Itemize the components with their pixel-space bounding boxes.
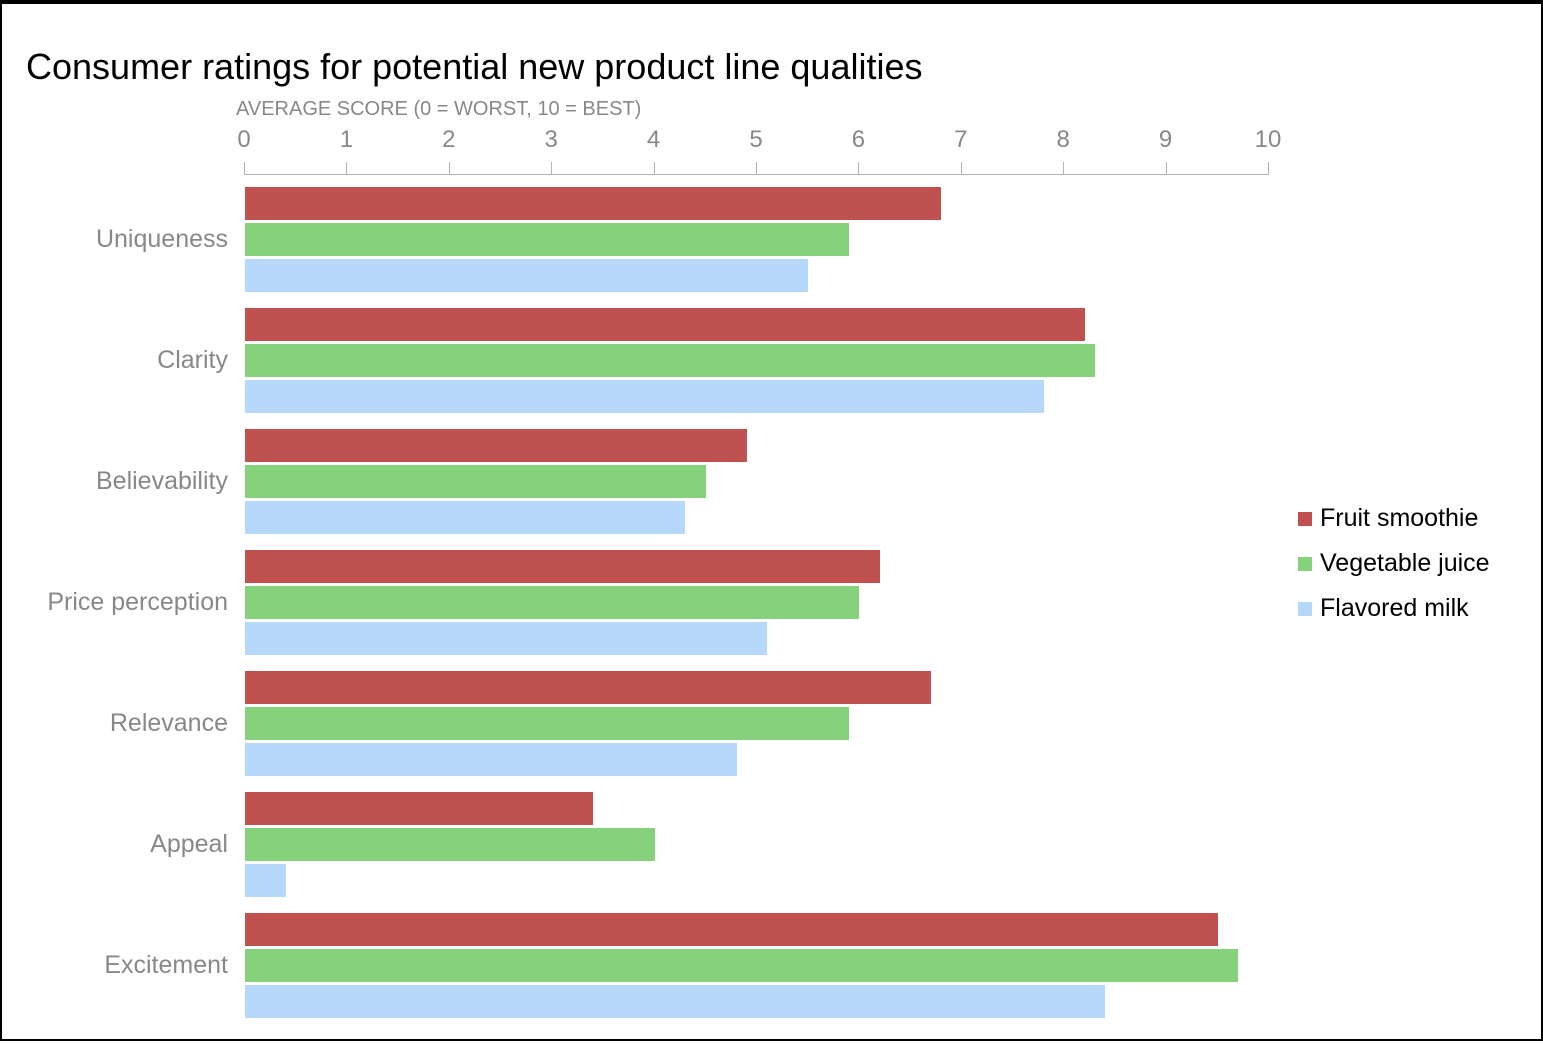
- category-label-appeal: Appeal: [150, 829, 228, 858]
- x-tick-mark: [448, 162, 450, 174]
- bar-vegetable-juice-relevance: [245, 707, 850, 740]
- chart-title: Consumer ratings for potential new produ…: [26, 46, 923, 88]
- category-label-clarity: Clarity: [157, 345, 228, 374]
- bar-fruit-smoothie-price-perception: [245, 550, 880, 583]
- legend-item-fruit-smoothie: Fruit smoothie: [1298, 496, 1490, 541]
- bar-fruit-smoothie-clarity: [245, 308, 1085, 341]
- x-tick-mark: [960, 162, 962, 174]
- x-tick-label: 3: [544, 126, 558, 153]
- category-label-excitement: Excitement: [104, 950, 228, 979]
- x-tick-label: 2: [442, 126, 456, 153]
- bar-vegetable-juice-price-perception: [245, 586, 860, 619]
- bar-flavored-milk-clarity: [245, 380, 1044, 413]
- bar-fruit-smoothie-believability: [245, 429, 747, 462]
- bar-flavored-milk-price-perception: [245, 622, 768, 655]
- x-tick-mark: [346, 162, 348, 174]
- x-tick-label: 5: [749, 126, 763, 153]
- category-label-believability: Believability: [95, 466, 228, 495]
- legend-swatch-icon: [1298, 556, 1312, 571]
- bar-fruit-smoothie-appeal: [245, 792, 594, 825]
- category-label-price-perception: Price perception: [47, 587, 228, 616]
- bar-flavored-milk-believability: [245, 501, 686, 534]
- bar-fruit-smoothie-relevance: [245, 671, 932, 704]
- legend-label: Flavored milk: [1320, 594, 1469, 622]
- bar-fruit-smoothie-uniqueness: [245, 187, 942, 220]
- bar-vegetable-juice-believability: [245, 465, 706, 498]
- bar-vegetable-juice-excitement: [245, 949, 1239, 982]
- x-tick-label: 4: [646, 126, 661, 153]
- x-tick-label: 1: [339, 126, 354, 153]
- x-tick-label: 9: [1158, 126, 1173, 153]
- x-axis-line: [244, 174, 1269, 175]
- bar-fruit-smoothie-excitement: [245, 913, 1218, 946]
- x-tick-label: 6: [851, 126, 866, 153]
- x-tick-mark: [1063, 162, 1065, 174]
- x-tick-label: 0: [237, 126, 251, 153]
- legend-label: Fruit smoothie: [1320, 504, 1479, 532]
- category-label-relevance: Relevance: [109, 708, 228, 737]
- legend: Fruit smoothie Vegetable juice Flavored mi…: [1298, 496, 1490, 631]
- x-tick-label: 7: [954, 126, 968, 153]
- x-tick-mark: [653, 162, 655, 174]
- bar-vegetable-juice-uniqueness: [245, 223, 850, 256]
- bar-flavored-milk-appeal: [245, 864, 286, 897]
- x-tick-mark: [244, 162, 245, 174]
- x-tick-label: 10: [1254, 126, 1282, 153]
- legend-swatch-icon: [1298, 601, 1312, 616]
- legend-label: Vegetable juice: [1320, 549, 1490, 577]
- legend-item-flavored-milk: Flavored milk: [1298, 586, 1490, 631]
- bar-flavored-milk-uniqueness: [245, 259, 809, 292]
- legend-item-vegetable-juice: Vegetable juice: [1298, 541, 1490, 586]
- x-tick-mark: [551, 162, 553, 174]
- x-tick-mark: [1268, 162, 1269, 174]
- x-axis-title: AVERAGE SCORE (0 = WORST, 10 = BEST): [236, 98, 642, 120]
- bar-flavored-milk-relevance: [245, 743, 737, 776]
- bar-vegetable-juice-clarity: [245, 344, 1095, 377]
- bar-vegetable-juice-appeal: [245, 828, 655, 861]
- x-tick-label: 8: [1056, 126, 1070, 153]
- plot-area: 0 1 2 3 4 5 6 7 8 9 10 Uniqueness Clarity Believabili…: [2, 4, 1543, 1045]
- legend-swatch-icon: [1298, 511, 1312, 526]
- category-label-uniqueness: Uniqueness: [95, 224, 228, 253]
- x-tick-mark: [756, 162, 757, 174]
- bar-flavored-milk-excitement: [245, 985, 1106, 1018]
- x-tick-mark: [1165, 162, 1167, 174]
- x-tick-mark: [858, 162, 860, 174]
